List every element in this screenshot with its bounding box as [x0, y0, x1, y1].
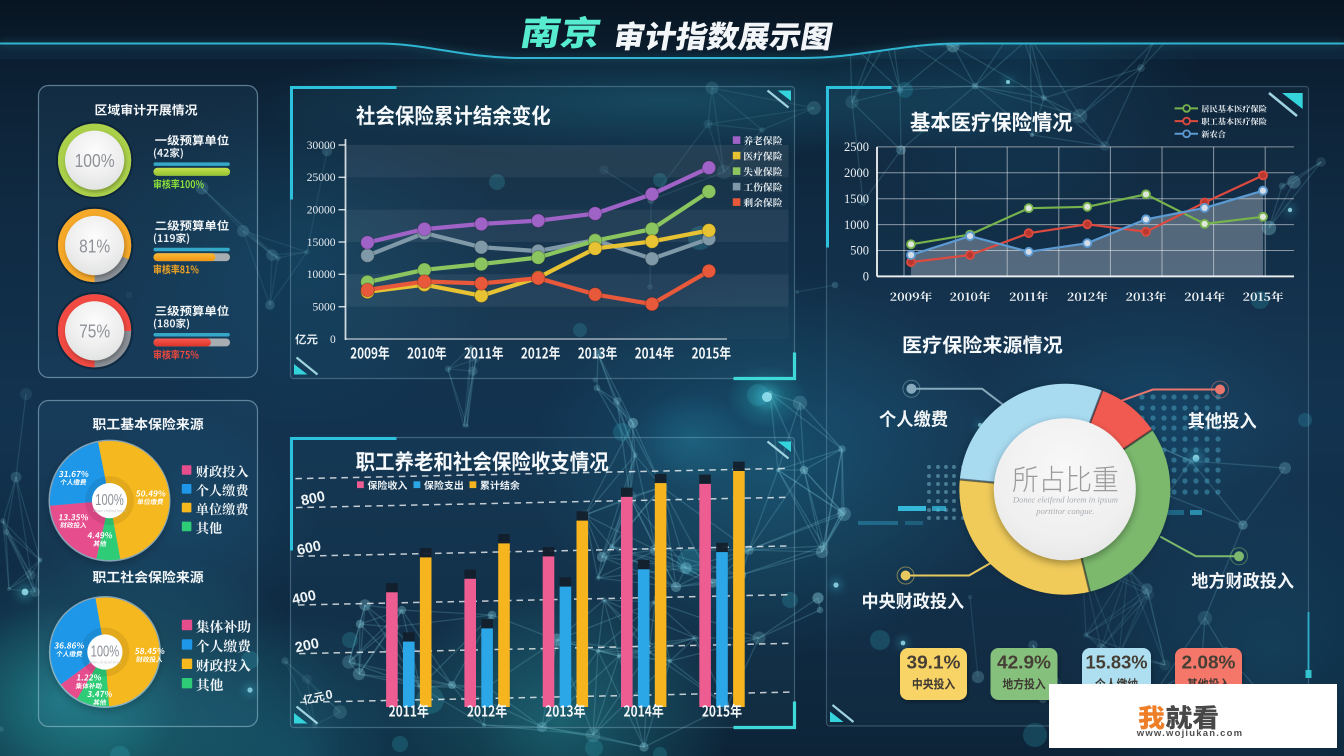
svg-text:100%: 100%	[75, 150, 115, 171]
svg-text:2000: 2000	[844, 166, 869, 180]
svg-text:15.83%: 15.83%	[1086, 652, 1148, 673]
svg-text:Donec eleifend lorem in ipsum: Donec eleifend lorem in ipsum	[1012, 494, 1118, 504]
svg-text:42.9%: 42.9%	[997, 652, 1051, 673]
svg-text:www.wojiukan.com: www.wojiukan.com	[1136, 728, 1243, 739]
svg-text:75%: 75%	[79, 321, 110, 342]
svg-text:0: 0	[863, 270, 869, 284]
svg-text:400: 400	[291, 588, 318, 609]
svg-text:100%: 100%	[91, 643, 120, 660]
svg-text:5000: 5000	[313, 302, 336, 314]
svg-text:20000: 20000	[307, 205, 336, 217]
svg-text:25000: 25000	[307, 172, 336, 184]
svg-text:600: 600	[296, 538, 323, 559]
svg-text:200: 200	[294, 636, 321, 657]
svg-text:Donec eleifend lorem: Donec eleifend lorem	[92, 509, 126, 513]
svg-text:500: 500	[850, 244, 869, 258]
svg-text:1000: 1000	[844, 218, 869, 232]
svg-text:30000: 30000	[307, 140, 336, 152]
svg-text:Donec eleifend lorem: Donec eleifend lorem	[88, 661, 122, 665]
svg-text:100%: 100%	[95, 492, 124, 509]
svg-text:2.08%: 2.08%	[1182, 652, 1236, 673]
svg-text:0: 0	[324, 687, 334, 702]
svg-text:10000: 10000	[307, 269, 336, 281]
svg-text:81%: 81%	[79, 235, 110, 256]
svg-text:0: 0	[330, 334, 336, 346]
svg-text:2500: 2500	[844, 140, 869, 154]
svg-text:porttitor congue.: porttitor congue.	[1035, 506, 1094, 516]
svg-text:800: 800	[300, 489, 327, 510]
svg-text:39.1%: 39.1%	[907, 652, 961, 673]
svg-text:15000: 15000	[307, 237, 336, 249]
svg-text:1500: 1500	[844, 192, 869, 206]
